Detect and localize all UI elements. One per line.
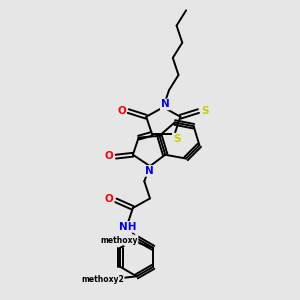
Text: N: N (145, 166, 153, 176)
Text: O: O (105, 151, 113, 161)
Text: N: N (161, 99, 170, 110)
Text: O: O (105, 194, 113, 204)
Text: methoxy: methoxy (100, 236, 138, 245)
Text: S: S (201, 106, 209, 116)
Text: S: S (173, 134, 180, 144)
Text: O: O (125, 235, 134, 245)
Text: methoxy2: methoxy2 (81, 275, 124, 284)
Text: O: O (109, 274, 117, 284)
Text: NH: NH (119, 222, 137, 232)
Text: O: O (117, 106, 126, 116)
